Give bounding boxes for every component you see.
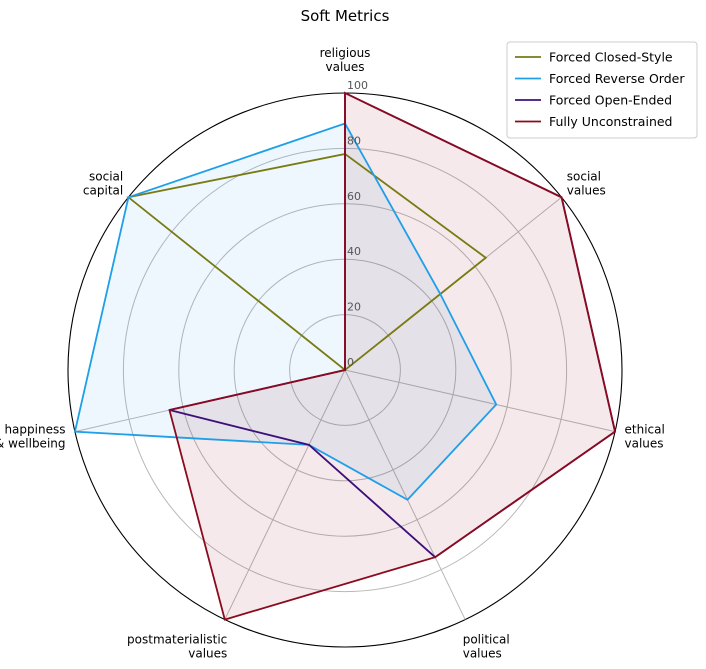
axis-label-6: social capital [83, 170, 123, 198]
legend-label-2: Forced Open-Ended [549, 93, 672, 108]
series-fill-1 [74, 123, 497, 500]
series-line-1 [73, 122, 498, 501]
radial-tick-label: 40 [347, 245, 361, 258]
chart-title: Soft Metrics [301, 7, 390, 25]
radial-tick-label: 0 [347, 356, 354, 369]
radial-tick-label: 80 [347, 134, 361, 147]
axis-label-4: postmaterialistic values [127, 632, 227, 660]
radial-tick-labels: 0 20 40 60 80 100 [347, 79, 368, 369]
radial-tick-label: 100 [347, 79, 368, 92]
axis-label-0: religious values [320, 46, 371, 74]
legend-label-1: Forced Reverse Order [549, 71, 685, 86]
radial-tick-label: 20 [347, 301, 361, 314]
axis-labels: religious values social values ethical values… [0, 46, 665, 660]
legend-label-3: Fully Unconstrained [549, 114, 673, 129]
legend-box [506, 41, 698, 139]
axis-label-3: political values [463, 632, 510, 660]
axis-label-2: ethical values [625, 423, 665, 451]
radar-series [73, 91, 617, 621]
axis-label-1: social values [567, 170, 606, 198]
axis-spoke [224, 369, 346, 620]
radial-tick-label: 60 [347, 190, 361, 203]
legend-label-0: Forced Closed-Style [549, 50, 673, 65]
series-line-3 [168, 91, 617, 621]
series-fill-3 [169, 93, 616, 620]
axis-spoke [344, 369, 466, 620]
legend: Forced Closed-Style Forced Reverse Order F… [506, 41, 698, 139]
axis-spoke [344, 369, 616, 433]
axis-label-5: happiness & wellbeing [0, 423, 65, 451]
